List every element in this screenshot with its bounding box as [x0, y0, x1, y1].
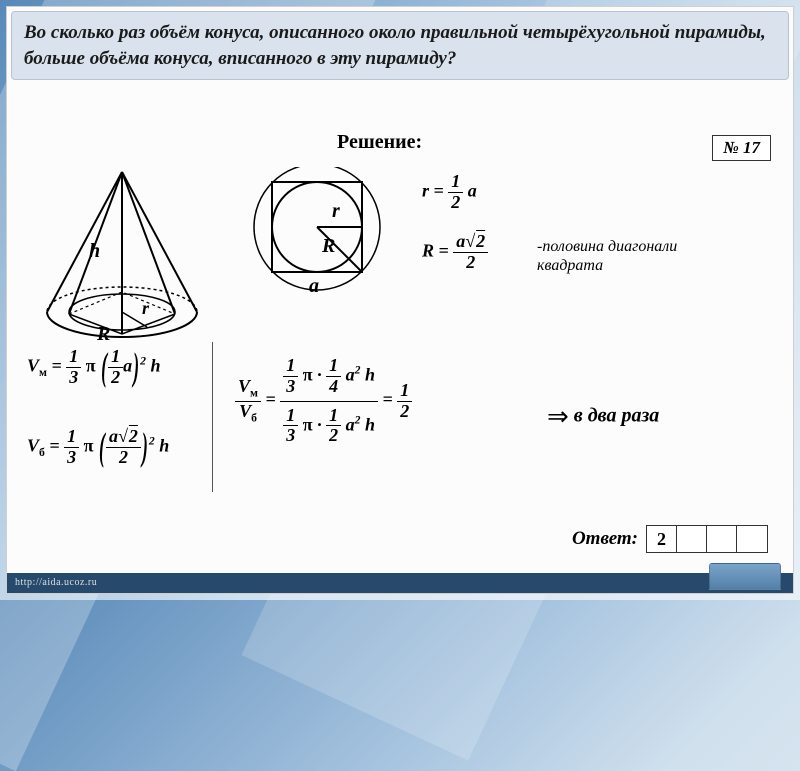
R-formula: R = a√2 2 [422, 232, 488, 273]
answer-cell [737, 526, 767, 552]
answer-grid: 2 [646, 525, 768, 553]
answer-cell [677, 526, 707, 552]
cone-R-label: R [96, 323, 110, 345]
footer-url: http://aida.ucoz.ru [7, 573, 793, 593]
conclusion: ⇒ в два раза [547, 402, 659, 432]
question-box: Во сколько раз объём конуса, описанного … [11, 11, 789, 80]
r-formula: r = 12 a [422, 172, 477, 213]
volume-circumscribed: Vб = 13 π (a√22)2 h [27, 427, 169, 468]
solution-label: Решение: [337, 131, 422, 154]
square-diagram: r R a [247, 167, 387, 307]
diagonal-note: -половина диагонали квадрата [537, 237, 677, 275]
square-a-label: a [309, 275, 319, 297]
square-r-label: r [332, 200, 340, 222]
implies-icon: ⇒ [547, 402, 569, 431]
answer-row: Ответ: 2 [572, 525, 768, 553]
ratio-formula: Vм Vб = 13 π · 14 a2 h 13 π · 12 a2 h = … [235, 352, 412, 450]
vertical-divider [212, 342, 213, 492]
volume-inscribed: Vм = 13 π (12a)2 h [27, 347, 160, 388]
problem-number-badge: № 17 [712, 135, 771, 161]
answer-cell [707, 526, 737, 552]
cone-h-label: h [89, 240, 100, 262]
answer-cell: 2 [647, 526, 677, 552]
cone-diagram: h r R [27, 162, 217, 352]
cone-r-label: r [142, 298, 150, 318]
square-R-label: R [321, 235, 335, 257]
answer-label: Ответ: [572, 528, 638, 550]
